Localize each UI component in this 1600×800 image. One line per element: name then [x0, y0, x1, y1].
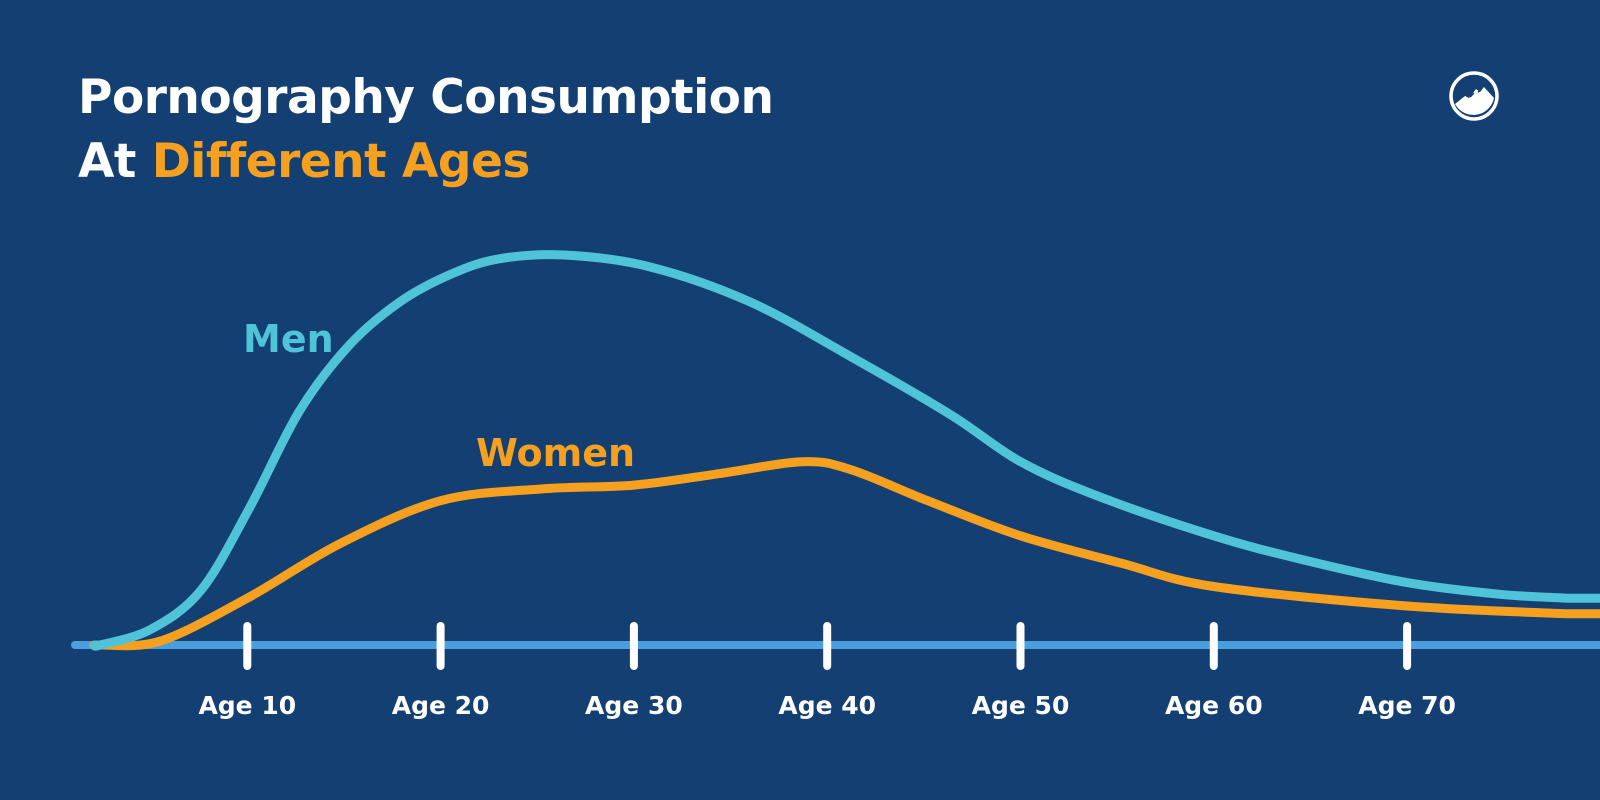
chart-title: Pornography Consumption At Different Age… — [78, 66, 774, 194]
x-tick-label: Age 20 — [392, 691, 490, 720]
x-tick-label: Age 40 — [778, 691, 876, 720]
series-line-men — [90, 250, 1600, 651]
title-accent: Different Ages — [151, 134, 531, 189]
series-label-men: Men — [243, 317, 334, 361]
x-tick-label: Age 50 — [972, 691, 1070, 720]
title-prefix: At — [78, 134, 152, 189]
title-line-1: Pornography Consumption — [78, 70, 774, 125]
x-tick-label: Age 10 — [198, 691, 296, 720]
x-tick-label: Age 60 — [1165, 691, 1263, 720]
series-label-women: Women — [476, 431, 635, 475]
x-tick-label: Age 30 — [585, 691, 683, 720]
x-tick-label: Age 70 — [1358, 691, 1456, 720]
series-line-women — [89, 457, 1600, 651]
mountain-circle-logo-icon — [1449, 71, 1499, 121]
title-line-2: At Different Ages — [78, 130, 773, 194]
